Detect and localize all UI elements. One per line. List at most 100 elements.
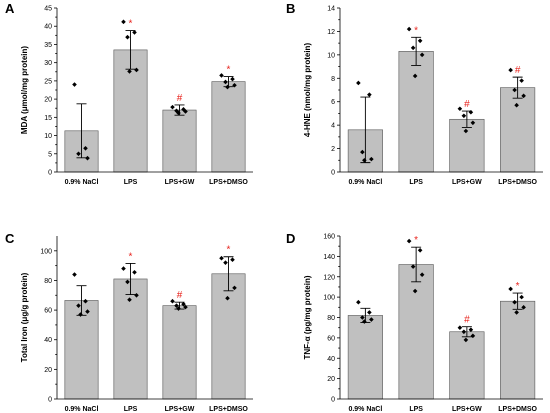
significance-marker: # [464,99,470,110]
panel-letter: C [5,231,15,246]
data-point [225,295,230,301]
data-point [463,128,469,134]
data-point [463,337,469,343]
data-point [132,270,137,275]
panel-a: A 0.9% NaCl * LPS # LPS+GW * LPS+DMSO 0 5 10 15 20 25… [5,1,253,186]
significance-marker: * [414,235,418,246]
data-point [170,104,175,110]
data-point [521,93,526,99]
data-point [419,52,425,58]
y-tick-label: 0 [48,397,52,404]
y-axis-title: TNF-α (pg/mg protein) [303,275,312,359]
y-tick-label: 25 [44,78,52,85]
x-tick-label: LPS+GW [452,179,482,186]
y-tick-label: 20 [44,97,52,104]
bar-d-2 [449,331,485,400]
data-point [362,319,367,324]
y-tick-label: 60 [327,335,335,342]
error-bar [76,103,87,159]
data-point [508,67,513,73]
significance-marker: * [414,25,418,36]
y-tick-label: 30 [44,60,52,67]
bar-d-0 [347,315,383,400]
panel-letter: B [286,1,295,16]
data-point [410,264,416,269]
data-point [508,286,513,292]
data-point [514,102,519,108]
data-point [121,19,126,25]
data-point [223,79,228,85]
x-tick-label: LPS+DMSO [498,179,537,186]
data-point [369,156,374,162]
data-point [367,310,372,315]
y-tick-label: 80 [44,278,52,285]
y-axis-title: Total Iron (μg/g protein) [20,272,29,362]
x-tick-label: 0.9% NaCl [348,406,382,413]
y-tick-label: 60 [44,308,52,315]
significance-marker: * [227,245,231,256]
y-axis-title: 4-HNE (nmol/mg protein) [303,43,312,138]
panel-letter: A [5,1,15,16]
x-tick-label: LPS [409,406,423,413]
y-tick-label: 0 [331,170,335,177]
data-point [468,109,474,115]
data-point [78,312,83,317]
error-bar [223,256,234,292]
x-tick-label: LPS+DMSO [498,406,537,413]
bar-b-3 [500,87,536,173]
error-bar [125,262,136,295]
data-point [223,260,228,265]
panel-c: C 0.9% NaCl * LPS # LPS+GW * LPS+DMSO 0 20 40 60 80 1… [5,231,253,413]
y-tick-label: 4 [331,123,335,130]
x-tick-label: LPS [124,179,138,186]
data-point [170,298,175,304]
x-tick-label: LPS+DMSO [209,179,248,186]
data-point [176,306,181,311]
x-tick-label: LPS [409,179,423,186]
data-point [230,257,235,263]
data-point [134,67,139,73]
data-point [76,151,81,157]
y-tick-label: 5 [48,151,52,158]
data-point [470,120,476,126]
data-point [512,87,517,93]
data-point [521,305,526,310]
data-point [83,146,88,151]
data-point [356,80,361,86]
bar-d-1 [398,264,434,400]
data-point [183,109,188,114]
data-point [83,298,88,304]
y-tick-label: 10 [327,52,335,59]
data-point [232,82,237,88]
x-tick-label: 0.9% NaCl [65,406,99,413]
error-bar [512,292,523,310]
x-tick-label: LPS [124,406,138,413]
data-point [406,238,412,244]
panel-b: B 0.9% NaCl * LPS # LPS+GW # LPS+DMSO 0 2 4 6 8 10 12 1… [286,1,543,186]
y-tick-label: 40 [44,337,52,344]
data-point [457,325,463,330]
data-point [412,73,418,79]
data-point [461,113,467,119]
data-point [360,149,365,155]
error-bar [411,36,422,66]
y-tick-label: 100 [323,295,335,302]
significance-marker: * [129,251,133,262]
data-point [417,38,423,44]
data-point [461,329,467,335]
y-tick-label: 10 [44,133,52,140]
data-point [127,297,132,303]
significance-marker: # [177,93,183,104]
y-tick-label: 40 [327,356,335,363]
data-point [125,279,130,285]
data-point [367,92,372,97]
error-bar [461,326,472,338]
data-point [406,26,412,32]
data-point [470,333,476,339]
data-point [127,69,132,74]
data-point [183,304,188,310]
x-tick-label: 0.9% NaCl [348,179,382,186]
y-tick-label: 20 [327,376,335,383]
panel-d: D 0.9% NaCl * LPS # LPS+GW * LPS+DMSO 0 20 40 60 80 1… [286,231,543,413]
significance-marker: # [177,290,183,301]
